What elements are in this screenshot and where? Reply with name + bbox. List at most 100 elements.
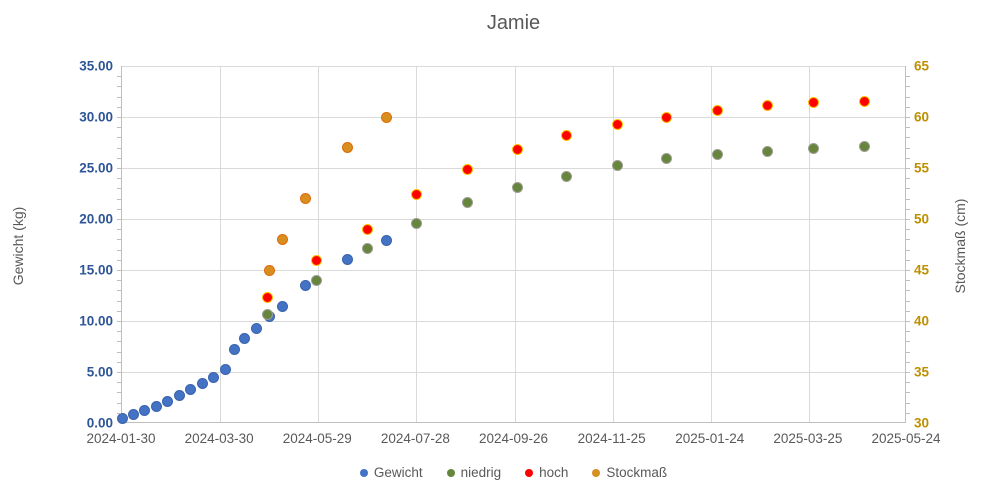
left-axis-minor-tick	[117, 148, 121, 149]
left-axis-tick-label: 5.00	[86, 364, 113, 380]
data-point-hoch	[661, 111, 673, 123]
data-point-gewicht	[116, 413, 128, 425]
left-axis-tick-label: 35.00	[79, 58, 113, 74]
legend-item-gewicht: Gewicht	[359, 465, 423, 480]
legend-marker-icon	[592, 468, 601, 477]
data-point-hoch	[612, 118, 624, 130]
v-gridline	[613, 66, 614, 422]
left-axis-minor-tick	[117, 250, 121, 251]
left-axis-minor-tick	[117, 168, 121, 169]
right-axis-tick-label: 60	[914, 109, 930, 125]
data-point-stockmaß	[342, 142, 354, 154]
x-axis-tick-label: 2025-01-24	[675, 431, 745, 446]
left-axis-minor-tick	[117, 382, 121, 383]
left-axis-tick-label: 10.00	[79, 313, 113, 329]
data-point-gewicht	[139, 405, 151, 417]
left-axis-minor-tick	[117, 280, 121, 281]
data-point-hoch	[711, 105, 723, 117]
legend-item-niedrig: niedrig	[446, 465, 501, 480]
right-axis-tick-label: 40	[914, 313, 930, 329]
data-point-gewicht	[162, 396, 174, 408]
left-axis-minor-tick	[117, 76, 121, 77]
left-axis-tick-label: 0.00	[86, 415, 113, 431]
data-point-niedrig	[762, 146, 774, 158]
data-point-niedrig	[410, 217, 422, 229]
right-axis-minor-tick	[906, 250, 910, 251]
left-axis-tick-label: 20.00	[79, 211, 113, 227]
left-axis-minor-tick	[117, 270, 121, 271]
right-axis-minor-tick	[906, 382, 910, 383]
data-point-hoch	[561, 129, 573, 141]
v-gridline	[416, 66, 417, 422]
data-point-niedrig	[461, 197, 473, 209]
data-point-gewicht	[185, 383, 197, 395]
right-axis-tick-label: 65	[914, 58, 930, 74]
data-point-gewicht	[196, 377, 208, 389]
x-axis-tick-label: 2024-07-28	[380, 431, 450, 446]
v-gridline	[515, 66, 516, 422]
data-point-gewicht	[229, 344, 241, 356]
right-axis-minor-tick	[906, 280, 910, 281]
data-point-niedrig	[561, 170, 573, 182]
h-gridline	[122, 372, 905, 373]
left-axis-minor-tick	[117, 199, 121, 200]
right-axis-minor-tick	[906, 321, 910, 322]
left-axis-minor-tick	[117, 117, 121, 118]
right-axis-minor-tick	[906, 260, 910, 261]
x-axis-tick-label: 2024-03-30	[184, 431, 254, 446]
legend-marker-icon	[525, 468, 534, 477]
left-axis-minor-tick	[117, 331, 121, 332]
right-axis-minor-tick	[906, 403, 910, 404]
right-axis-minor-tick	[906, 352, 910, 353]
data-point-hoch	[762, 100, 774, 112]
left-axis-minor-tick	[117, 86, 121, 87]
legend-marker-icon	[446, 468, 455, 477]
data-point-hoch	[410, 189, 422, 201]
data-point-gewicht	[173, 389, 185, 401]
data-point-hoch	[512, 144, 524, 156]
left-axis-tick-label: 15.00	[79, 262, 113, 278]
data-point-niedrig	[858, 141, 870, 153]
right-axis-minor-tick	[906, 311, 910, 312]
data-point-niedrig	[711, 149, 723, 161]
right-axis-minor-tick	[906, 290, 910, 291]
v-gridline	[711, 66, 712, 422]
data-point-niedrig	[262, 309, 274, 321]
legend-label: Stockmaß	[606, 465, 668, 480]
legend-label: Gewicht	[373, 465, 423, 480]
right-axis-minor-tick	[906, 239, 910, 240]
data-point-niedrig	[512, 181, 524, 193]
right-axis-minor-tick	[906, 229, 910, 230]
left-axis-title: Gewicht (kg)	[10, 206, 26, 286]
right-axis-minor-tick	[906, 158, 910, 159]
data-point-hoch	[311, 255, 323, 267]
left-axis-minor-tick	[117, 229, 121, 230]
right-axis-tick-label: 50	[914, 211, 930, 227]
data-point-gewicht	[127, 409, 139, 421]
right-axis-tick-label: 45	[914, 262, 930, 278]
x-axis-tick-label: 2024-11-25	[577, 431, 646, 446]
left-axis-minor-tick	[117, 219, 121, 220]
left-axis-tick-label: 25.00	[79, 160, 113, 176]
legend-item-stockmaß: Stockmaß	[592, 465, 667, 480]
chart-title: Jamie	[486, 12, 541, 34]
left-axis-minor-tick	[117, 188, 121, 189]
data-point-gewicht	[239, 332, 251, 344]
x-axis-tick-label: 2024-09-26	[478, 431, 549, 446]
left-axis-minor-tick	[117, 107, 121, 108]
data-point-niedrig	[311, 274, 323, 286]
data-point-stockmaß	[381, 111, 393, 123]
right-axis-minor-tick	[906, 168, 910, 169]
data-point-niedrig	[612, 160, 624, 172]
v-gridline	[318, 66, 319, 422]
left-axis-minor-tick	[117, 290, 121, 291]
right-axis-minor-tick	[906, 137, 910, 138]
left-axis-minor-tick	[117, 137, 121, 138]
left-axis-minor-tick	[117, 413, 121, 414]
left-axis-minor-tick	[117, 392, 121, 393]
data-point-gewicht	[208, 371, 220, 383]
h-gridline	[122, 117, 905, 118]
right-axis-minor-tick	[906, 331, 910, 332]
x-axis-tick-label: 2025-05-24	[871, 431, 941, 446]
right-axis-minor-tick	[906, 270, 910, 271]
